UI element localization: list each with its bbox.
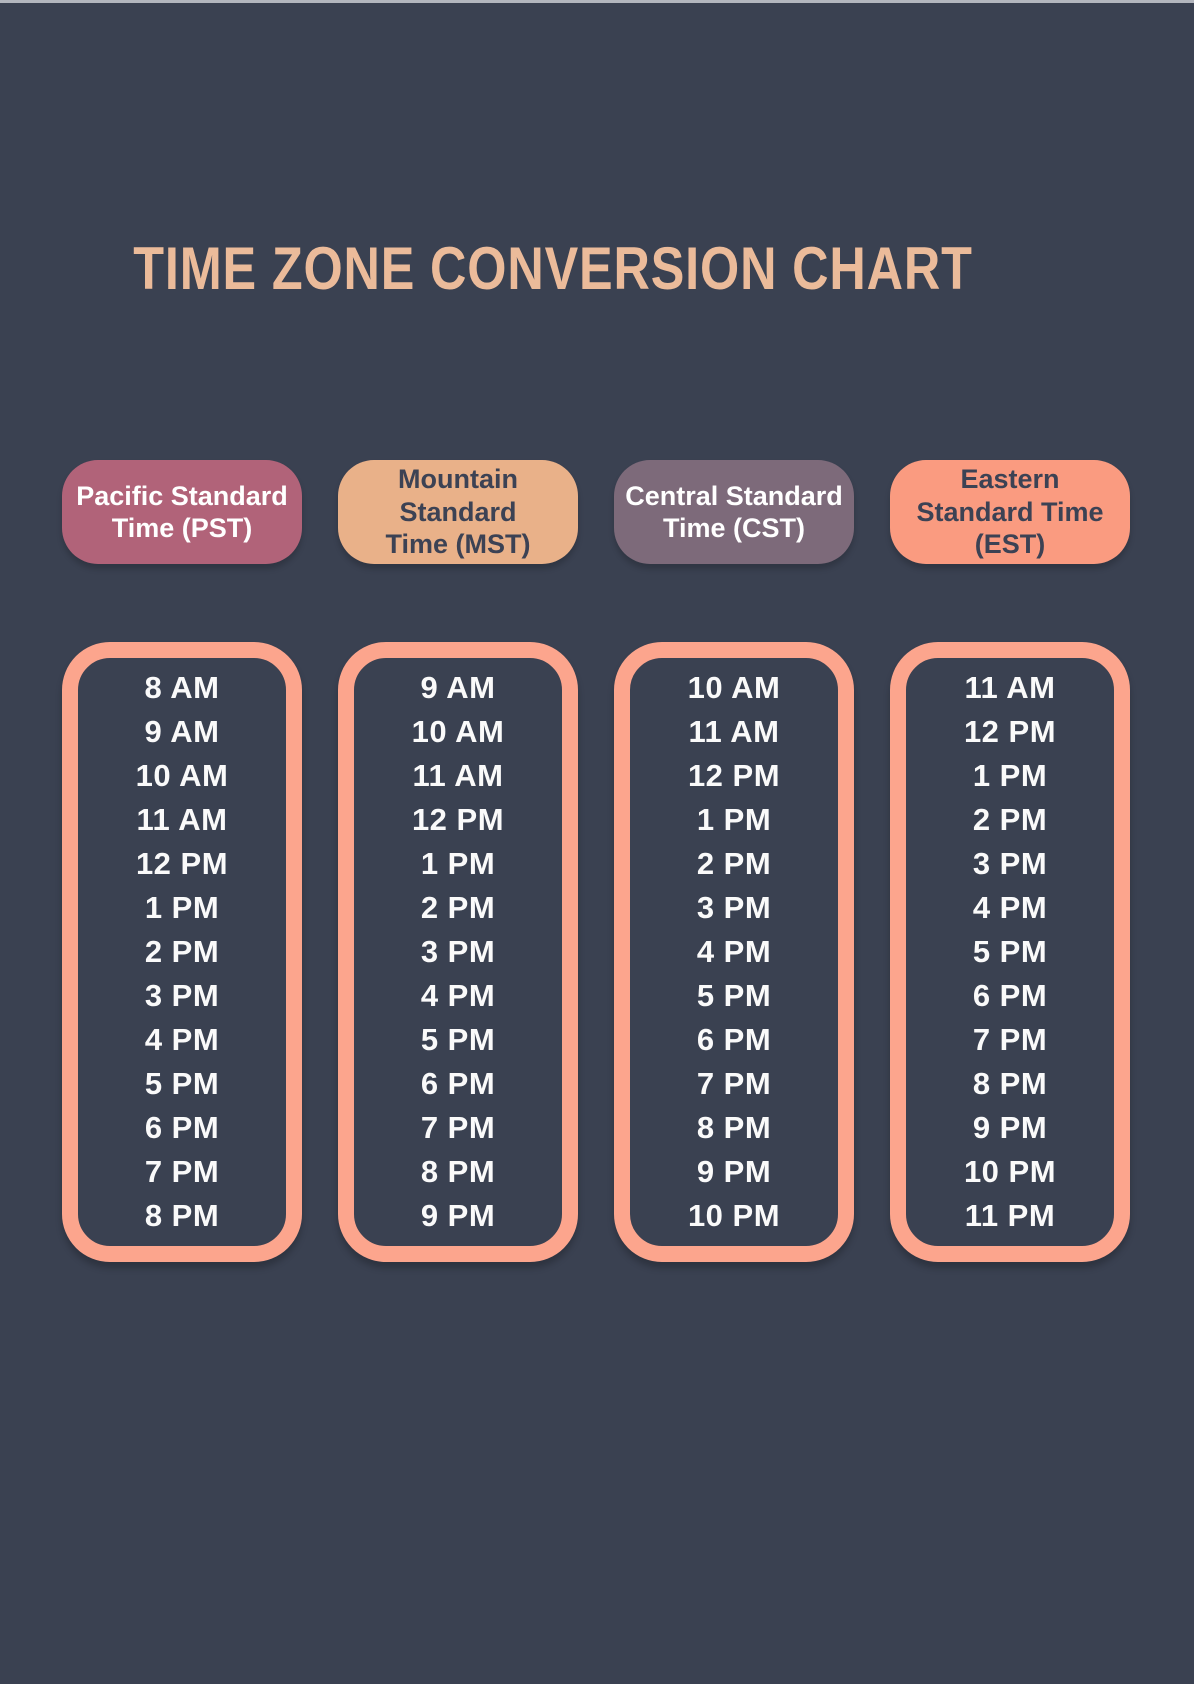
time-cell: 4 PM [420, 978, 496, 1013]
time-cell: 2 PM [144, 934, 220, 969]
time-cell: 10 AM [135, 758, 229, 793]
zone-header-mst: Mountain Standard Time (MST) [338, 460, 578, 564]
time-cell: 10 PM [687, 1198, 781, 1233]
time-cell: 6 PM [972, 978, 1048, 1013]
time-cell: 1 PM [972, 758, 1048, 793]
time-cell: 5 PM [420, 1022, 496, 1057]
time-cell: 5 PM [144, 1066, 220, 1101]
time-cell: 6 PM [144, 1110, 220, 1145]
time-cell: 2 PM [696, 846, 772, 881]
time-cell: 3 PM [420, 934, 496, 969]
zone-header-pst: Pacific Standard Time (PST) [62, 460, 302, 564]
time-cell: 8 PM [144, 1198, 220, 1233]
time-column-mst: 9 AM 10 AM 11 AM 12 PM 1 PM 2 PM 3 PM 4 PM 5 PM 6… [338, 642, 578, 1262]
time-cell: 9 PM [696, 1154, 772, 1189]
time-cell: 9 PM [420, 1198, 496, 1233]
zone-header-cst: Central Standard Time (CST) [614, 460, 854, 564]
time-cell: 3 PM [144, 978, 220, 1013]
time-cell: 7 PM [972, 1022, 1048, 1057]
time-cell: 11 AM [136, 802, 228, 837]
time-cell: 4 PM [972, 890, 1048, 925]
time-cell: 12 PM [963, 714, 1057, 749]
time-cell: 11 PM [964, 1198, 1056, 1233]
time-cell: 8 AM [144, 670, 220, 705]
time-cell: 2 PM [420, 890, 496, 925]
time-cell: 6 PM [696, 1022, 772, 1057]
zone-header-pst-label: Pacific Standard Time (PST) [76, 480, 288, 543]
time-cell: 9 AM [420, 670, 496, 705]
time-cell: 6 PM [420, 1066, 496, 1101]
time-cell: 9 AM [144, 714, 220, 749]
time-cell: 10 PM [963, 1154, 1057, 1189]
time-cell: 5 PM [972, 934, 1048, 969]
time-cell: 1 PM [144, 890, 220, 925]
time-cell: 1 PM [696, 802, 772, 837]
zone-header-mst-label: Mountain Standard Time (MST) [385, 464, 531, 560]
time-cell: 12 PM [411, 802, 505, 837]
time-cell: 7 PM [696, 1066, 772, 1101]
zone-header-row: Pacific Standard Time (PST) Mountain Sta… [62, 460, 1130, 564]
zone-header-est: Eastern Standard Time (EST) [890, 460, 1130, 564]
time-cell: 5 PM [696, 978, 772, 1013]
time-cell: 8 PM [972, 1066, 1048, 1101]
time-cell: 4 PM [144, 1022, 220, 1057]
time-cell: 10 AM [687, 670, 781, 705]
time-cell: 10 AM [411, 714, 505, 749]
time-column-cst: 10 AM 11 AM 12 PM 1 PM 2 PM 3 PM 4 PM 5 PM 6 PM 7… [614, 642, 854, 1262]
time-cell: 12 PM [687, 758, 781, 793]
top-edge-strip [0, 0, 1194, 3]
time-cell: 3 PM [696, 890, 772, 925]
time-cell: 8 PM [696, 1110, 772, 1145]
time-cell: 11 AM [688, 714, 780, 749]
time-column-pst: 8 AM 9 AM 10 AM 11 AM 12 PM 1 PM 2 PM 3 PM 4 PM 5… [62, 642, 302, 1262]
zone-header-cst-label: Central Standard Time (CST) [625, 480, 843, 543]
time-cell: 12 PM [135, 846, 229, 881]
time-cell: 4 PM [696, 934, 772, 969]
time-cell: 11 AM [964, 670, 1056, 705]
time-cell: 9 PM [972, 1110, 1048, 1145]
time-cell: 7 PM [144, 1154, 220, 1189]
time-cell: 8 PM [420, 1154, 496, 1189]
time-columns-row: 8 AM 9 AM 10 AM 11 AM 12 PM 1 PM 2 PM 3 PM 4 PM 5… [62, 642, 1130, 1262]
time-column-est: 11 AM 12 PM 1 PM 2 PM 3 PM 4 PM 5 PM 6 PM 7 PM 8 … [890, 642, 1130, 1262]
time-cell: 1 PM [420, 846, 496, 881]
page-title: TIME ZONE CONVERSION CHART [133, 235, 973, 302]
time-cell: 11 AM [412, 758, 504, 793]
time-cell: 7 PM [420, 1110, 496, 1145]
zone-header-est-label: Eastern Standard Time (EST) [916, 464, 1104, 560]
time-cell: 2 PM [972, 802, 1048, 837]
time-cell: 3 PM [972, 846, 1048, 881]
